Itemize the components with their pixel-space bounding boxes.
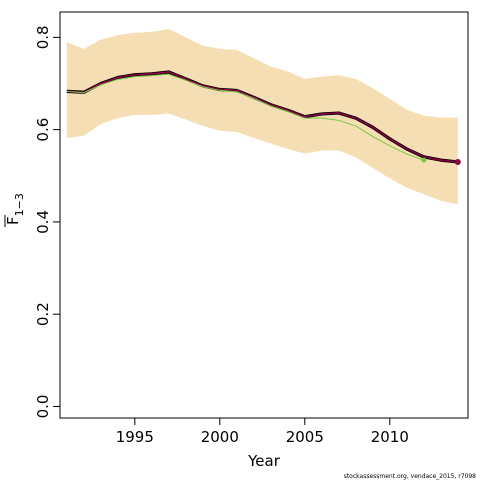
series-line-main [66,71,458,163]
series-end-point-main [454,158,461,165]
x-tick-label: 2005 [286,428,324,446]
y-tick-label: 0.2 [34,302,52,326]
series-end-point-retro [421,157,427,163]
plot-frame [59,11,469,419]
y-axis-title-subscript: 1−3 [13,193,26,216]
y-tick-label: 0.4 [34,210,52,234]
series-line-retro [66,73,424,161]
footnote: stockassessment.org, vendace_2015, r7098 [344,473,476,480]
y-axis-title-main: F [4,216,22,225]
y-tick-label: 0.8 [34,25,52,49]
confidence-band [66,29,458,205]
y-tick-label: 0.0 [34,395,52,419]
x-tick-label: 2000 [201,428,239,446]
y-axis-title-text: F1−3 [4,193,26,225]
x-tick-label: 1995 [116,428,154,446]
x-axis-title: Year [247,452,281,470]
x-axis: 1995 2000 2005 2010 [116,418,409,446]
x-tick-label: 2010 [371,428,409,446]
y-axis-title: F1−3 [4,193,26,227]
y-tick-label: 0.6 [34,118,52,142]
y-axis: 0.0 0.2 0.4 0.6 0.8 [34,25,60,418]
